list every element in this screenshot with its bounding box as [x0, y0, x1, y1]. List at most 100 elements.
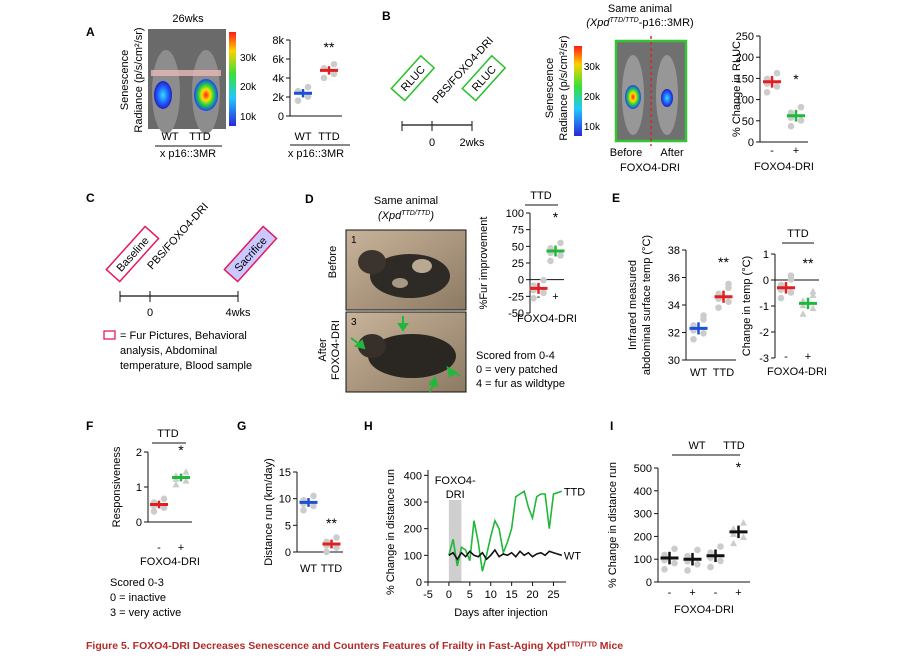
panel-letter-i: I — [610, 419, 613, 433]
note-line: Scored from 0-4 — [476, 350, 555, 362]
panel-letter-a: A — [86, 25, 95, 39]
y-tick-label: -25 — [508, 291, 524, 303]
x-tick-label: + — [805, 351, 811, 363]
note-line: Scored 0-3 — [110, 577, 164, 589]
y-tick-label: 200 — [404, 524, 422, 536]
panel-f: F TTD 2 1 0 - + * Responsiveness FOXO4-DRI Scor… — [86, 419, 200, 619]
colorbar-tick: 10k — [240, 112, 257, 123]
data-point — [763, 88, 771, 96]
x-tick-label: + — [793, 145, 799, 157]
shade-label: FOXO4- — [435, 475, 476, 487]
mouse-before-head — [358, 250, 386, 274]
group-label: TTD — [530, 190, 551, 202]
timeline-tick-label: 4wks — [225, 307, 251, 319]
y-tick-label: -2 — [759, 327, 769, 339]
data-point — [304, 93, 312, 100]
data-point — [671, 545, 678, 553]
data-point — [330, 70, 338, 78]
significance-marker: ** — [324, 39, 335, 55]
data-point — [310, 492, 317, 500]
shade-label: DRI — [446, 489, 465, 501]
wt-signal — [154, 81, 172, 109]
x-axis-label: FOXO4-DRI — [754, 161, 814, 173]
data-point — [809, 287, 817, 295]
y-tick-label: 8k — [272, 35, 284, 47]
data-point — [160, 495, 168, 503]
significance-marker: * — [553, 209, 559, 225]
img-label-ttd: TTD — [189, 131, 210, 143]
series-line-wt — [448, 548, 563, 561]
y-tick-label: 1 — [763, 249, 769, 261]
x-tick-label: 5 — [467, 589, 473, 601]
x-tick-label: WT — [300, 563, 317, 575]
y-tick-label: 300 — [634, 509, 652, 521]
panel-letter-c: C — [86, 191, 95, 205]
y-tick-label: 100 — [404, 550, 422, 562]
panel-b-image-subtitle: (XpdTTD/TTD-p16::3MR) — [586, 17, 693, 29]
data-point — [557, 239, 564, 247]
mouse-after-head — [358, 334, 386, 358]
y-tick-label: 34 — [668, 300, 680, 312]
x-tick-label: - — [537, 291, 541, 303]
y-tick-label: 400 — [634, 486, 652, 498]
y-tick-label: 25 — [512, 258, 524, 270]
svg-text:Radiance (p/s/cm²/sr): Radiance (p/s/cm²/sr) — [133, 27, 145, 132]
colorbar-tick: 20k — [584, 92, 601, 103]
data-point — [150, 508, 158, 515]
panel-g-chart: 15 10 5 0 WT TTD ** Distance run (km/day) — [263, 458, 343, 575]
data-point — [694, 561, 701, 568]
panel-letter-f: F — [86, 419, 93, 433]
timeline-tick-label: 0 — [147, 307, 153, 319]
photo-number: 1 — [351, 235, 357, 246]
mouse-after — [368, 334, 456, 378]
after-row-label: After FOXO4-DRI — [317, 320, 342, 380]
panel-i: I WT TTD 500 400 300 200 100 0 - + - + * % Change i… — [607, 419, 750, 616]
figure-caption: Figure 5. FOXO4-DRI Decreases Senescence… — [86, 640, 624, 652]
data-point — [715, 304, 722, 311]
y-tick-label: 36 — [668, 273, 680, 285]
panel-i-chart: 500 400 300 200 100 0 - + - + * % Change in distanc… — [607, 459, 750, 616]
x-tick-label: TTD — [318, 131, 339, 143]
y-tick-label: 75 — [512, 225, 524, 237]
after-signal — [661, 89, 673, 107]
before-row-label: Before — [327, 246, 339, 278]
y-axis-label: abdominal surface temp (°C) — [641, 235, 653, 375]
data-point — [700, 330, 707, 337]
x-tick-label: + — [178, 542, 184, 554]
x-tick-label: + — [689, 587, 695, 599]
panel-e-left-chart: 38 36 34 32 30 WT TTD ** Infrared measured abdomi… — [627, 235, 736, 379]
data-point — [333, 534, 340, 541]
ttd-signal — [194, 79, 218, 111]
x-tick-label: - — [770, 145, 774, 157]
data-point — [730, 539, 737, 547]
data-point — [799, 310, 807, 317]
x-tick-label: + — [552, 291, 558, 303]
img-label-wt: WT — [161, 131, 178, 143]
x-axis-label: FOXO4-DRI — [767, 366, 827, 378]
y-tick-label: 0 — [285, 547, 291, 559]
y-axis-label: %Fur improvement — [478, 217, 490, 310]
significance-marker: ** — [718, 254, 729, 270]
panel-letter-b: B — [382, 9, 391, 23]
data-point — [333, 544, 340, 551]
x-tick-label: 10 — [485, 589, 497, 601]
data-point — [809, 291, 817, 298]
timeline-box-baseline: Baseline — [105, 225, 160, 283]
legend-text-line1: = Fur Pictures, Behavioral — [120, 330, 247, 342]
group-label: TTD — [157, 428, 178, 440]
data-point — [304, 83, 312, 91]
panel-d-chart: 100 75 50 25 0 -25 -50 - + * %Fur improvement FOXO4… — [478, 208, 577, 325]
y-tick-label: 200 — [736, 52, 754, 64]
y-tick-label: -1 — [759, 301, 769, 313]
data-point — [690, 335, 697, 343]
y-tick-label: 30 — [668, 355, 680, 367]
fur-arrows — [350, 316, 461, 393]
y-tick-label: 32 — [668, 328, 680, 340]
colorbar-tick: 30k — [240, 53, 257, 64]
significance-marker: * — [178, 442, 184, 458]
y-tick-label: 0 — [136, 517, 142, 529]
y-tick-label: 0 — [518, 275, 524, 287]
x-tick-label: WT — [294, 131, 311, 143]
chart-footer: x p16::3MR — [288, 148, 344, 160]
